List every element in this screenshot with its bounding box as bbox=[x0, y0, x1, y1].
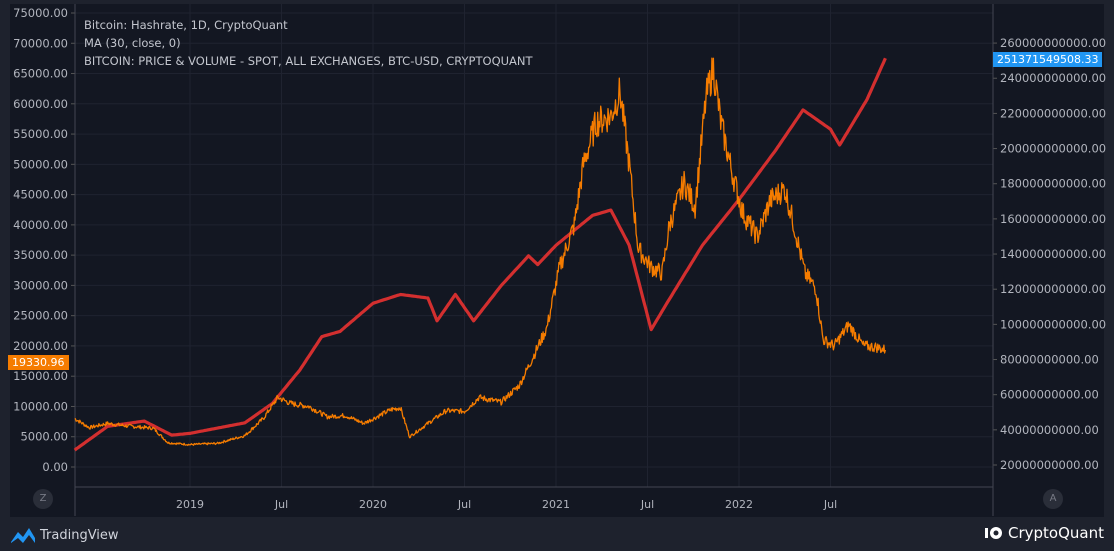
chart-legend: Bitcoin: Hashrate, 1D, CryptoQuant MA (3… bbox=[84, 16, 533, 70]
right-tick-label: 140000000000.00 bbox=[1000, 247, 1106, 261]
left-tick-label: 35000.00 bbox=[13, 248, 68, 262]
cryptoquant-icon bbox=[985, 527, 1002, 539]
tradingview-label: TradingView bbox=[40, 527, 119, 543]
left-tick-label: 5000.00 bbox=[20, 430, 68, 444]
left-tick-label: 15000.00 bbox=[13, 369, 68, 383]
right-tick-label: 20000000000.00 bbox=[1000, 458, 1099, 472]
right-tick-label: 40000000000.00 bbox=[1000, 423, 1099, 437]
left-tick-label: 10000.00 bbox=[13, 399, 68, 413]
left-tick-label: 0.00 bbox=[42, 460, 68, 474]
x-tick-label: 2019 bbox=[176, 498, 204, 511]
price-line bbox=[74, 57, 887, 447]
auto-scale-left-button[interactable]: Z bbox=[33, 489, 53, 509]
cryptoquant-logo: CryptoQuant bbox=[985, 524, 1104, 542]
current-price-badge: 19330.96 bbox=[8, 355, 69, 370]
tradingview-logo[interactable]: TradingView bbox=[10, 526, 119, 544]
left-tick-label: 25000.00 bbox=[13, 309, 68, 323]
x-tick-label: Jul bbox=[823, 498, 837, 511]
hashrate-ma-line bbox=[73, 57, 887, 452]
right-tick-label: 60000000000.00 bbox=[1000, 388, 1099, 402]
tradingview-icon bbox=[11, 528, 35, 543]
left-tick-label: 30000.00 bbox=[13, 278, 68, 292]
left-tick-label: 40000.00 bbox=[13, 218, 68, 232]
cryptoquant-label: CryptoQuant bbox=[1008, 524, 1104, 542]
x-tick-label: Jul bbox=[274, 498, 288, 511]
x-tick-label: 2022 bbox=[725, 498, 753, 511]
left-tick-label: 70000.00 bbox=[13, 36, 68, 50]
left-tick-label: 50000.00 bbox=[13, 157, 68, 171]
right-tick-label: 160000000000.00 bbox=[1000, 212, 1106, 226]
right-tick-label: 200000000000.00 bbox=[1000, 142, 1106, 156]
time-axis-background bbox=[10, 487, 1104, 517]
right-tick-label: 120000000000.00 bbox=[1000, 282, 1106, 296]
auto-scale-right-button[interactable]: A bbox=[1043, 489, 1063, 509]
right-tick-label: 260000000000.00 bbox=[1000, 36, 1106, 50]
left-tick-label: 45000.00 bbox=[13, 188, 68, 202]
right-tick-label: 180000000000.00 bbox=[1000, 177, 1106, 191]
x-tick-label: 2020 bbox=[359, 498, 387, 511]
x-tick-label: Jul bbox=[640, 498, 654, 511]
legend-price: BITCOIN: PRICE & VOLUME - SPOT, ALL EXCH… bbox=[84, 54, 533, 68]
legend-hashrate: Bitcoin: Hashrate, 1D, CryptoQuant bbox=[84, 18, 288, 32]
current-hashrate-badge: 251371549508.33 bbox=[993, 52, 1103, 67]
legend-ma: MA (30, close, 0) bbox=[84, 36, 181, 50]
chart-plot[interactable]: 0.00 5000.00 10000.00 15000.00 20000.00 25000… bbox=[0, 0, 1114, 520]
left-tick-label: 20000.00 bbox=[13, 339, 68, 353]
right-tick-label: 100000000000.00 bbox=[1000, 317, 1106, 331]
left-tick-label: 60000.00 bbox=[13, 97, 68, 111]
left-tick-label: 65000.00 bbox=[13, 67, 68, 81]
left-tick-label: 75000.00 bbox=[13, 6, 68, 20]
x-tick-label: 2021 bbox=[542, 498, 570, 511]
right-tick-label: 80000000000.00 bbox=[1000, 353, 1099, 367]
right-tick-label: 240000000000.00 bbox=[1000, 71, 1106, 85]
left-tick-label: 55000.00 bbox=[13, 127, 68, 141]
right-tick-label: 220000000000.00 bbox=[1000, 106, 1106, 120]
x-tick-label: Jul bbox=[457, 498, 471, 511]
